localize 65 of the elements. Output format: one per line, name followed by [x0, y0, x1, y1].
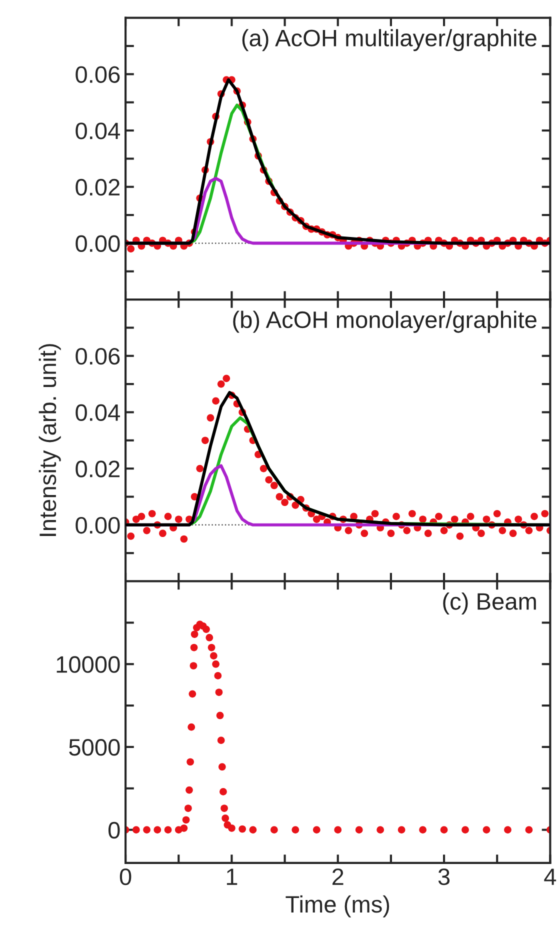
point: [217, 736, 225, 744]
y-tick-label: 0.02: [76, 178, 120, 196]
point: [190, 630, 198, 638]
point: [215, 688, 223, 696]
annotation: (a) AcOH multilayer/graphite: [242, 29, 536, 52]
point: [334, 826, 342, 834]
point: [206, 634, 214, 642]
annotation: (c) Beam: [443, 592, 536, 615]
point: [220, 804, 228, 812]
point: [376, 826, 384, 834]
x-tick-label: 4: [544, 868, 556, 885]
y-tick-label: 0.06: [76, 66, 120, 83]
x-tick-label: 3: [438, 868, 450, 886]
y-tick-label: 0.00: [76, 235, 120, 252]
point: [222, 814, 230, 822]
point: [154, 826, 162, 834]
point: [270, 826, 278, 834]
point: [186, 758, 194, 766]
point: [220, 788, 227, 796]
y-tick-label: 0.06: [76, 348, 120, 365]
point: [208, 644, 216, 652]
point: [218, 763, 226, 771]
annotation: (b) AcOH monolayer/graphite: [233, 310, 536, 333]
point: [249, 826, 257, 834]
point: [482, 826, 490, 834]
y-tick-label: 5000: [69, 739, 120, 756]
point: [164, 826, 172, 834]
point: [292, 826, 300, 834]
y-axis-title: Intensity (arb. unit): [38, 344, 61, 536]
y-tick-label: 0.02: [76, 460, 120, 478]
y-tick-label: 0.00: [76, 516, 120, 534]
point: [398, 826, 406, 834]
y-tick-label: 0.04: [76, 122, 120, 140]
x-axis-title: Time (ms): [286, 895, 390, 918]
point: [419, 826, 426, 834]
point: [214, 672, 222, 680]
point: [504, 826, 512, 834]
point: [228, 824, 236, 832]
point: [312, 826, 320, 834]
point: [190, 662, 198, 670]
x-tick-label: 0: [120, 868, 132, 886]
point: [182, 816, 190, 824]
point: [202, 626, 210, 633]
point: [143, 826, 150, 834]
point: [525, 826, 533, 834]
line-series: [126, 390, 550, 526]
point: [212, 660, 220, 668]
y-tick-label: 0.04: [76, 404, 120, 422]
point: [216, 712, 224, 720]
point: [188, 690, 196, 698]
point: [186, 786, 193, 794]
point: [188, 723, 196, 731]
point: [180, 824, 188, 832]
x-tick-label: 1: [226, 868, 238, 885]
y-tick-label: 10000: [56, 656, 120, 673]
point: [190, 644, 198, 652]
point: [184, 804, 192, 812]
point: [132, 826, 140, 834]
point: [210, 652, 218, 660]
point: [440, 826, 448, 834]
point: [355, 826, 363, 834]
point: [462, 826, 469, 834]
y-tick-label: 0: [108, 822, 120, 839]
x-tick-label: 2: [332, 868, 344, 885]
point: [238, 825, 246, 833]
